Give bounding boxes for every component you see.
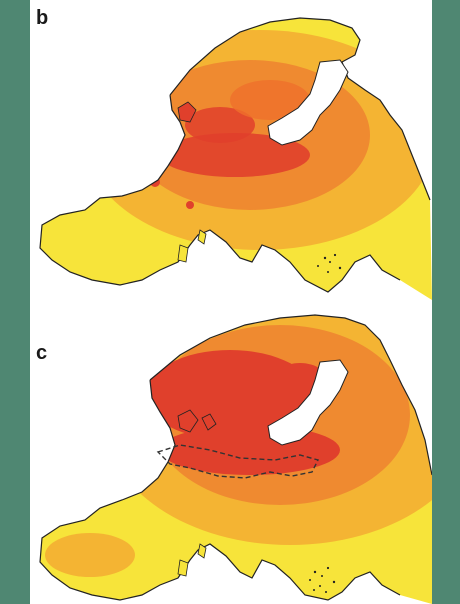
island-c [197, 543, 207, 559]
island-b [177, 244, 189, 263]
greek-islands-b [317, 253, 342, 273]
greek-islands-c [309, 566, 336, 593]
island-c [177, 559, 189, 577]
europe-map-b [39, 17, 432, 300]
baltic-sea-c [267, 359, 349, 446]
panel-label-b: b [36, 7, 49, 29]
island-b [197, 229, 207, 245]
island-b [177, 101, 197, 123]
island-c [201, 413, 217, 431]
coastline-b [39, 17, 431, 293]
figure-panel: b c [30, 0, 432, 604]
baltic-sea-b [267, 59, 349, 146]
island-c [177, 409, 199, 433]
coastline-c [39, 314, 432, 601]
dashed-region-outline [156, 444, 320, 479]
europe-map-c [39, 314, 432, 604]
panel-label-c: c [36, 342, 48, 364]
